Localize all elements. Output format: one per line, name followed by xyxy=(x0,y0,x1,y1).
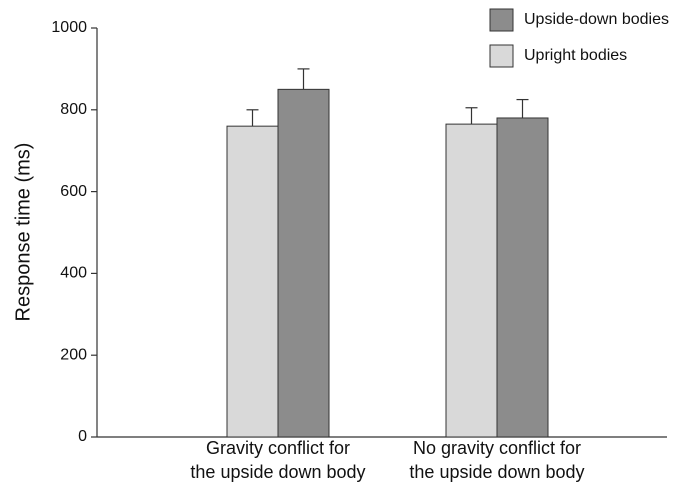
y-tick-label: 0 xyxy=(78,428,87,445)
y-tick-label: 400 xyxy=(60,265,87,282)
x-tick-label: Gravity conflict for the upside down bod… xyxy=(190,438,366,482)
legend-label: Upright bodies xyxy=(524,47,627,64)
bar xyxy=(277,88,330,438)
y-axis-label: Response time (ms) xyxy=(12,143,34,322)
legend-swatch xyxy=(489,44,514,68)
bar xyxy=(445,123,498,438)
y-tick-label: 200 xyxy=(60,346,87,363)
y-tick-label: 1000 xyxy=(51,19,87,36)
legend-swatch xyxy=(489,8,514,32)
bar xyxy=(226,125,279,438)
x-tick-label: No gravity conflict for the upside down … xyxy=(409,438,585,482)
legend-label: Upside-down bodies xyxy=(524,11,669,28)
y-tick-label: 800 xyxy=(60,101,87,118)
y-tick-label: 600 xyxy=(60,183,87,200)
bar xyxy=(496,117,549,438)
